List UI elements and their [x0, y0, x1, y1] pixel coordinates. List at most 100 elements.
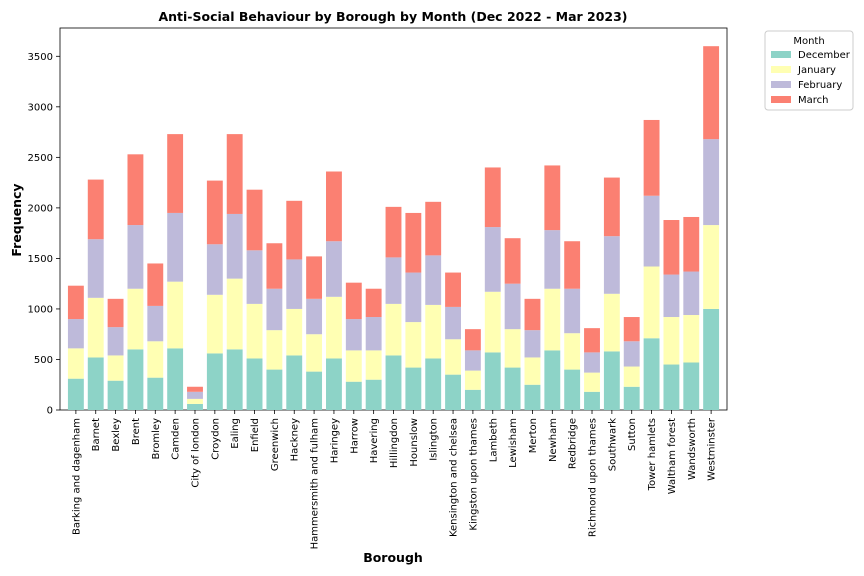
bar-segment-december	[226, 349, 243, 410]
x-tick-label: Newham	[548, 418, 559, 462]
x-axis-label: Borough	[363, 550, 423, 565]
bar-segment-january	[246, 303, 263, 359]
bar-segment-march	[167, 134, 184, 213]
legend-label-february: February	[798, 80, 842, 91]
bar-segment-december	[584, 391, 600, 410]
x-tick-label: Westminster	[707, 417, 718, 481]
bar-segment-march	[345, 282, 362, 320]
bar-segment-march	[584, 328, 600, 353]
bar-segment-february	[365, 317, 382, 351]
x-tick-label: Bexley	[111, 418, 122, 452]
bar-segment-december	[603, 351, 620, 410]
legend-swatch-january	[771, 66, 791, 73]
bar-segment-january	[564, 333, 581, 370]
bar-segment-january	[87, 297, 104, 358]
x-tick-label: Brent	[131, 418, 142, 445]
y-tick-label: 0	[47, 406, 53, 417]
x-tick-label: Islington	[429, 418, 440, 461]
bar-segment-march	[623, 317, 640, 342]
bar-segment-january	[584, 372, 600, 392]
x-tick-label: Ealing	[230, 418, 241, 449]
x-tick-label: Barking and dagenham	[71, 418, 82, 535]
bar-segment-march	[683, 216, 700, 272]
x-tick-label: Havering	[369, 418, 380, 463]
bar-segment-december	[623, 386, 640, 410]
x-tick-label: Greenwich	[270, 418, 281, 471]
bar-segment-march	[266, 243, 283, 289]
x-tick-label: Redbridge	[568, 418, 579, 469]
bar-segment-march	[425, 201, 442, 256]
bar-segment-january	[127, 288, 144, 350]
bar-segment-february	[584, 352, 600, 373]
y-tick-label: 500	[34, 355, 53, 366]
bar-segment-january	[544, 288, 561, 351]
bar-segment-january	[67, 348, 84, 379]
bar-segment-february	[147, 305, 164, 342]
bar-segment-december	[107, 380, 124, 410]
x-tick-label: Richmond upon thames	[588, 418, 599, 537]
bar-segment-december	[345, 381, 362, 410]
bar-segment-december	[564, 369, 581, 410]
x-tick-label: Hounslow	[409, 418, 420, 467]
legend: Month December January February March	[764, 30, 854, 111]
bar-segment-january	[206, 294, 223, 354]
bar-segment-february	[167, 212, 184, 282]
bar-segment-march	[445, 272, 461, 307]
bar-segment-february	[703, 139, 720, 226]
bar-segment-february	[107, 327, 124, 356]
bar-segment-december	[286, 355, 303, 410]
x-tick-label: Hackney	[290, 418, 301, 461]
bar-segment-march	[464, 329, 481, 351]
bar-segment-march	[365, 288, 382, 318]
x-tick-label: Hammersmith and fulham	[310, 418, 321, 549]
x-tick-label: Croydon	[210, 418, 221, 460]
bar-segment-january	[226, 278, 243, 350]
y-tick-label: 1500	[28, 254, 53, 265]
x-tick-label: Sutton	[627, 418, 638, 451]
x-tick-label: Haringey	[329, 418, 340, 463]
bar-segment-march	[703, 46, 720, 140]
bar-segment-march	[67, 285, 84, 320]
legend-swatch-december	[771, 51, 791, 58]
x-axis: Barking and dagenham Barnet Bexley Brent Bro…	[71, 410, 718, 549]
bar-segment-january	[425, 304, 442, 359]
bar-segment-march	[286, 200, 303, 260]
bar-segment-december	[385, 355, 402, 410]
bar-segment-march	[643, 119, 660, 196]
bar-segment-january	[623, 366, 640, 387]
legend-box	[764, 30, 854, 111]
bar-segment-march	[147, 263, 164, 306]
y-tick-label: 3000	[28, 102, 53, 113]
bar-segment-february	[67, 319, 84, 349]
bar-segment-february	[564, 288, 581, 334]
bar-segment-december	[326, 358, 342, 410]
x-tick-label: Southwark	[607, 418, 618, 471]
bar-segment-february	[445, 306, 461, 340]
bar-segment-february	[623, 341, 640, 367]
bar-segment-march	[385, 206, 402, 258]
bar-segment-december	[405, 367, 422, 410]
x-tick-label: Waltham forest	[667, 418, 678, 494]
y-axis-label: Frequency	[9, 183, 24, 256]
bar-segment-december	[67, 378, 84, 410]
y-tick-label: 2500	[28, 153, 53, 164]
bar-segment-march	[405, 212, 422, 273]
x-tick-label: Barnet	[91, 418, 102, 451]
bar-segment-january	[484, 291, 501, 353]
chart-title: Anti-Social Behaviour by Borough by Mont…	[158, 9, 627, 24]
bar-segment-january	[683, 315, 700, 363]
bar-segment-january	[524, 357, 541, 385]
legend-label-january: January	[797, 65, 836, 76]
x-tick-label: Hillingdon	[389, 418, 400, 468]
bar-segment-january	[187, 398, 203, 404]
bar-segment-february	[266, 288, 283, 331]
x-tick-label: Lewisham	[508, 418, 519, 468]
bar-segment-january	[306, 334, 323, 372]
x-tick-label: Harrow	[349, 418, 360, 454]
bar-segment-march	[504, 238, 521, 284]
bar-segment-january	[385, 303, 402, 356]
bar-segment-february	[286, 259, 303, 309]
x-tick-label: Bromley	[151, 418, 162, 460]
bar-segment-december	[306, 371, 323, 410]
legend-swatch-february	[771, 81, 791, 88]
